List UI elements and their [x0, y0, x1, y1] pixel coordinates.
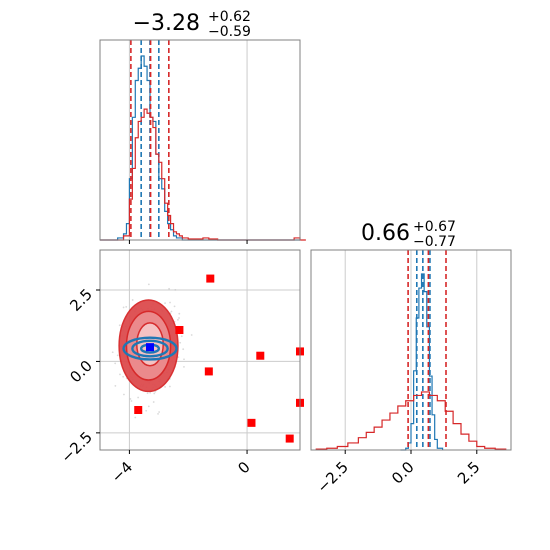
red-marker-1 [204, 367, 213, 376]
sample-point [157, 412, 159, 415]
sample-point [177, 318, 179, 321]
red-marker-4 [134, 406, 143, 414]
sample-point [180, 335, 183, 338]
y-tick-label: 2.5 [66, 285, 96, 315]
sample-point [130, 400, 133, 402]
panel-title-param-2: 0.66 [361, 221, 410, 246]
panel-title-param-2-plus: +0.67 [413, 219, 456, 235]
sample-point [147, 405, 150, 408]
sample-point [118, 324, 121, 327]
sample-point [149, 391, 152, 394]
sample-point [183, 365, 185, 368]
sample-point [153, 392, 156, 395]
red-marker-2 [256, 351, 265, 360]
sample-point [179, 341, 182, 344]
sample-point [134, 416, 137, 419]
sample-point [145, 409, 148, 412]
sample-point [125, 305, 128, 308]
hist-series-1 [315, 391, 507, 450]
x-tick-label: 0.0 [388, 458, 418, 488]
y-tick-label: −2.5 [58, 428, 96, 466]
sample-point [158, 411, 161, 413]
sample-point [114, 384, 117, 387]
sample-point [164, 386, 166, 388]
hist-param-1-frame [99, 39, 301, 241]
hist-series-0 [400, 273, 444, 451]
sample-point [119, 373, 121, 376]
x-tick-label: 0 [234, 458, 253, 477]
hist-panel-param-2: −2.5 0.0 2.5 [310, 249, 512, 497]
sample-point [178, 317, 180, 319]
blue-contour-1 [131, 339, 169, 358]
x-tick-label: 2.5 [454, 458, 484, 488]
sample-point [183, 358, 185, 361]
joint-panel-frame [99, 249, 301, 451]
sample-point [146, 392, 149, 395]
red-marker-0 [206, 274, 215, 283]
sample-point [190, 334, 193, 336]
panel-title-param-1-plus: +0.62 [208, 9, 251, 25]
panel-title-param-1: −3.28 [133, 11, 200, 36]
red-marker-5 [247, 418, 256, 427]
sample-point [182, 348, 185, 351]
sample-point [170, 310, 173, 313]
blue-marker-0 [146, 343, 154, 352]
sample-point [169, 385, 171, 388]
sample-point [111, 351, 114, 354]
sample-point [129, 398, 132, 400]
sample-point [122, 375, 125, 378]
hist-series-1 [100, 108, 306, 241]
x-tick-label: −4 [108, 458, 136, 486]
sample-point [154, 390, 157, 393]
sample-point [131, 299, 134, 301]
sample-point [174, 289, 177, 291]
sample-point [177, 356, 180, 359]
y-tick-label: 0.0 [66, 357, 96, 387]
hist-panel-param-1 [99, 39, 306, 244]
sample-point [122, 306, 125, 309]
sample-point [114, 362, 117, 365]
red-marker-8 [175, 326, 184, 334]
red-marker-6 [285, 434, 294, 443]
joint-panel-param-1-2: −4 0 2.5 0.0 −2.5 [58, 249, 304, 486]
sample-point [137, 396, 140, 399]
sample-point [168, 287, 170, 290]
sample-point [116, 354, 119, 357]
sample-point [123, 393, 125, 396]
sample-point [173, 305, 176, 308]
panel-title-param-1-minus: −0.59 [208, 24, 251, 40]
sample-point [164, 302, 166, 305]
sample-point [169, 301, 171, 304]
sample-point [152, 401, 155, 403]
sample-point [147, 283, 150, 286]
blue-contour-0 [122, 336, 178, 361]
x-tick-label: −2.5 [313, 458, 351, 496]
panel-title-param-2-minus: −0.77 [413, 234, 456, 250]
sample-point [178, 312, 181, 315]
